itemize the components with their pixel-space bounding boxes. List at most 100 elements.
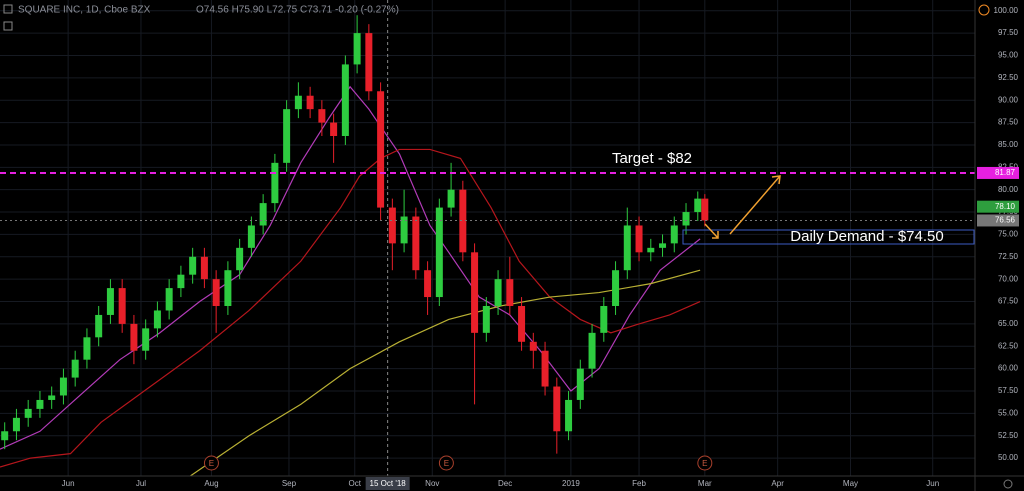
earnings-label: E <box>444 459 449 468</box>
candle-body <box>701 198 709 221</box>
candle-body <box>259 203 267 226</box>
price-tag: 78.10 <box>995 202 1016 211</box>
candle-body <box>518 306 526 342</box>
candle-body <box>106 288 114 315</box>
y-tick-label: 100.00 <box>994 6 1019 15</box>
x-tick-label: Jun <box>62 479 75 488</box>
y-tick-label: 70.00 <box>998 274 1019 283</box>
y-tick-label: 80.00 <box>998 185 1019 194</box>
toolbar-icon[interactable] <box>3 4 13 14</box>
plot: E E E Target - $82 Daily Demand - $74.50 <box>0 0 975 477</box>
candle-body <box>682 212 690 226</box>
candle-body <box>447 189 455 208</box>
candle-body <box>318 109 326 123</box>
x-tick-label: May <box>843 479 858 488</box>
candle-body <box>435 207 443 298</box>
candle-body <box>224 270 232 306</box>
x-tick-label: 2019 <box>562 479 580 488</box>
earnings-marker <box>697 455 713 471</box>
y-tick-label: 82.50 <box>998 162 1019 171</box>
candle-body <box>212 279 220 306</box>
candle-body <box>48 395 56 400</box>
candle-body <box>553 386 561 432</box>
candle-body <box>459 189 467 253</box>
candle-body <box>36 399 44 409</box>
candle-body <box>647 247 655 253</box>
target-annotation: Target - $82 <box>612 150 692 167</box>
earnings-marker <box>203 455 219 471</box>
crosshair-label: 15 Oct '18 <box>370 479 407 488</box>
candle-body <box>353 33 361 65</box>
x-tick-label: Nov <box>425 479 439 488</box>
candle-body <box>142 328 150 351</box>
candle-body <box>377 91 385 208</box>
y-tick-label: 67.50 <box>998 297 1019 306</box>
axes: 50.00 52.50 55.00 57.50 60.00 62.50 65.00 67.50… <box>62 6 1019 490</box>
price-label-box <box>977 214 1019 227</box>
y-tick-label: 95.00 <box>998 51 1019 60</box>
candle-body <box>424 270 432 298</box>
candle-body <box>576 368 584 400</box>
candle-body <box>612 270 620 306</box>
candle-body <box>1 431 9 441</box>
candle-body <box>388 207 396 244</box>
earnings-marker <box>438 455 454 471</box>
candle-body <box>330 122 338 136</box>
y-tick-label: 97.50 <box>998 28 1019 37</box>
y-tick-label: 87.50 <box>998 118 1019 127</box>
candle-body <box>694 198 702 213</box>
toolbar-icon[interactable] <box>3 21 13 31</box>
candle-body <box>95 314 103 338</box>
candle-body <box>400 216 408 244</box>
y-tick-label: 50.00 <box>998 453 1019 462</box>
earnings-label: E <box>209 459 214 468</box>
candle-body <box>670 225 678 244</box>
y-tick-label: 65.00 <box>998 319 1019 328</box>
candle-body <box>482 306 490 333</box>
candle-body <box>635 225 643 253</box>
candle-body <box>365 33 373 92</box>
candle-body <box>118 288 126 324</box>
y-tick-label: 92.50 <box>998 73 1019 82</box>
candle-body <box>153 310 161 329</box>
candle-body <box>236 247 244 271</box>
y-tick-label: 57.50 <box>998 386 1019 395</box>
candle-body <box>506 279 514 306</box>
x-tick-label: Dec <box>498 479 512 488</box>
y-tick-label: 75.00 <box>998 230 1019 239</box>
candle-body <box>588 332 596 369</box>
alert-icon[interactable] <box>978 4 990 16</box>
candle-body <box>600 306 608 333</box>
price-tag-box <box>977 200 1019 213</box>
candle-body <box>283 109 291 163</box>
x-tick-label: Apr <box>771 479 784 488</box>
x-tick-label: Sep <box>282 479 297 488</box>
candle-body <box>471 252 479 333</box>
candle-body <box>165 288 173 311</box>
settings-icon[interactable] <box>1003 479 1013 489</box>
candle-body <box>341 64 349 136</box>
demand-zone <box>682 229 975 245</box>
candle-body <box>247 225 255 248</box>
x-tick-label: Mar <box>698 479 712 488</box>
candle-body <box>177 274 185 289</box>
candle-body <box>494 279 502 306</box>
candle-body <box>541 350 549 387</box>
arrow <box>704 223 719 239</box>
x-tick-label: Jun <box>926 479 939 488</box>
y-tick-label: 85.00 <box>998 140 1019 149</box>
candle-body <box>71 359 79 378</box>
y-tick-label: 90.00 <box>998 95 1019 104</box>
candle-body <box>412 216 420 271</box>
x-tick-label: Aug <box>204 479 218 488</box>
crosshair-label-box <box>365 477 410 490</box>
demand-annotation: Daily Demand - $74.50 <box>790 228 943 245</box>
chart-title: SQUARE INC, 1D, Cboe BZX <box>18 5 151 16</box>
price-label: 76.56 <box>995 216 1016 225</box>
x-tick-label: Oct <box>349 479 362 488</box>
price-label-box <box>977 166 1019 179</box>
y-tick-label: 55.00 <box>998 408 1019 417</box>
candle-body <box>59 377 67 396</box>
